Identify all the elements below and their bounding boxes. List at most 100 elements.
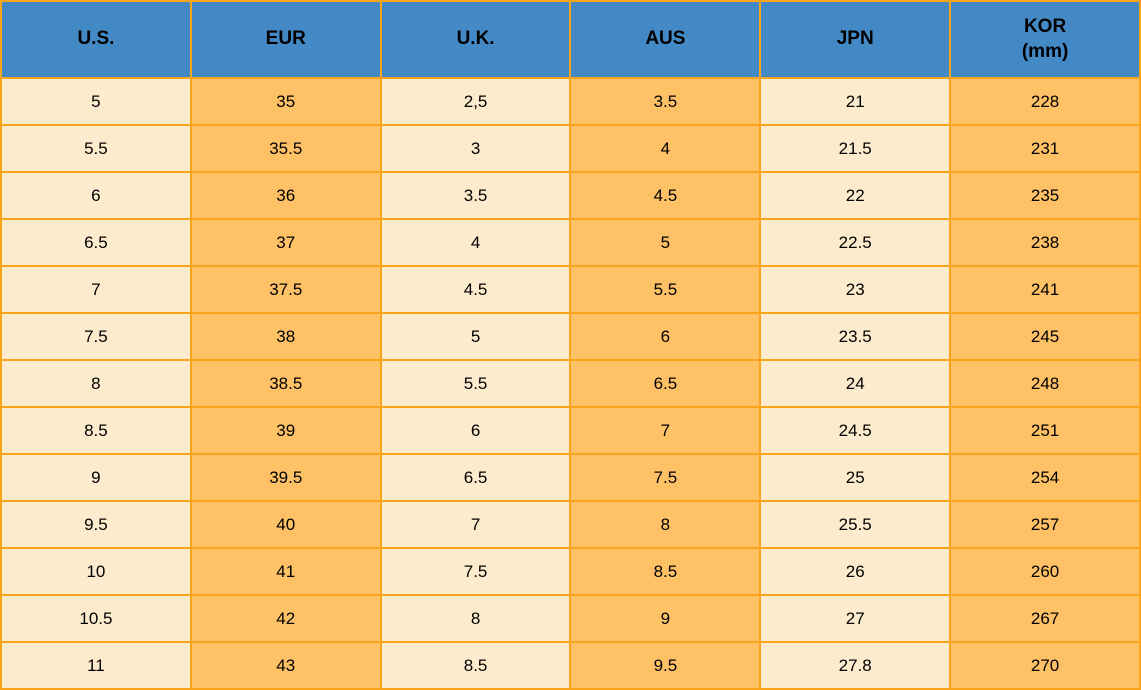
cell-jpn: 21.5 xyxy=(759,124,952,173)
cell-uk: 6 xyxy=(379,406,572,455)
cell-uk: 5.5 xyxy=(379,359,572,408)
cell-uk: 6.5 xyxy=(379,453,572,502)
cell-us: 8 xyxy=(0,359,192,408)
cell-uk: 8 xyxy=(379,594,572,643)
cell-uk: 3 xyxy=(379,124,572,173)
cell-jpn: 24 xyxy=(759,359,952,408)
cell-aus: 7 xyxy=(569,406,762,455)
cell-kor: 241 xyxy=(949,265,1141,314)
column-header-aus: AUS xyxy=(569,0,762,79)
cell-jpn: 22 xyxy=(759,171,952,220)
cell-us: 11 xyxy=(0,641,192,690)
cell-aus: 9.5 xyxy=(569,641,762,690)
cell-jpn: 25 xyxy=(759,453,952,502)
table-row: 8 38.5 5.5 6.5 24 248 xyxy=(0,359,1141,408)
header-row: U.S. EUR U.K. AUS JPN KOR (mm) xyxy=(0,0,1141,79)
cell-eur: 40 xyxy=(189,500,382,549)
table-row: 7.5 38 5 6 23.5 245 xyxy=(0,312,1141,361)
cell-us: 6 xyxy=(0,171,192,220)
column-header-label: AUS xyxy=(645,28,686,50)
cell-kor: 270 xyxy=(949,641,1141,690)
cell-eur: 35 xyxy=(189,77,382,126)
cell-eur: 35.5 xyxy=(189,124,382,173)
cell-uk: 3.5 xyxy=(379,171,572,220)
cell-us: 9 xyxy=(0,453,192,502)
cell-jpn: 27 xyxy=(759,594,952,643)
cell-kor: 235 xyxy=(949,171,1141,220)
cell-jpn: 23.5 xyxy=(759,312,952,361)
table-row: 6.5 37 4 5 22.5 238 xyxy=(0,218,1141,267)
table-row: 10.5 42 8 9 27 267 xyxy=(0,594,1141,643)
column-header-label: U.K. xyxy=(456,28,495,50)
table-body: 5 35 2,5 3.5 21 228 5.5 35.5 3 4 21.5 23… xyxy=(0,77,1141,690)
cell-aus: 4.5 xyxy=(569,171,762,220)
cell-jpn: 23 xyxy=(759,265,952,314)
cell-us: 10.5 xyxy=(0,594,192,643)
cell-aus: 4 xyxy=(569,124,762,173)
cell-us: 5 xyxy=(0,77,192,126)
cell-eur: 43 xyxy=(189,641,382,690)
column-header-label: JPN xyxy=(836,28,874,50)
cell-aus: 3.5 xyxy=(569,77,762,126)
cell-eur: 38.5 xyxy=(189,359,382,408)
cell-uk: 5 xyxy=(379,312,572,361)
table-row: 9.5 40 7 8 25.5 257 xyxy=(0,500,1141,549)
cell-kor: 248 xyxy=(949,359,1141,408)
cell-kor: 245 xyxy=(949,312,1141,361)
cell-kor: 267 xyxy=(949,594,1141,643)
cell-eur: 39 xyxy=(189,406,382,455)
cell-aus: 5 xyxy=(569,218,762,267)
cell-jpn: 24.5 xyxy=(759,406,952,455)
column-header-label: U.S. xyxy=(77,28,115,50)
cell-kor: 260 xyxy=(949,547,1141,596)
table-row: 10 41 7.5 8.5 26 260 xyxy=(0,547,1141,596)
column-header-sublabel: (mm) xyxy=(1021,40,1069,62)
table-row: 7 37.5 4.5 5.5 23 241 xyxy=(0,265,1141,314)
cell-aus: 9 xyxy=(569,594,762,643)
cell-aus: 7.5 xyxy=(569,453,762,502)
cell-aus: 6.5 xyxy=(569,359,762,408)
column-header-label: EUR xyxy=(265,28,306,50)
cell-kor: 257 xyxy=(949,500,1141,549)
cell-uk: 7 xyxy=(379,500,572,549)
cell-us: 7 xyxy=(0,265,192,314)
table-row: 5 35 2,5 3.5 21 228 xyxy=(0,77,1141,126)
cell-us: 5.5 xyxy=(0,124,192,173)
column-header-label: KOR xyxy=(1023,15,1067,37)
cell-aus: 5.5 xyxy=(569,265,762,314)
cell-aus: 8 xyxy=(569,500,762,549)
cell-uk: 4.5 xyxy=(379,265,572,314)
column-header-us: U.S. xyxy=(0,0,192,79)
table-row: 8.5 39 6 7 24.5 251 xyxy=(0,406,1141,455)
cell-kor: 231 xyxy=(949,124,1141,173)
column-header-kor: KOR (mm) xyxy=(949,0,1141,79)
cell-us: 6.5 xyxy=(0,218,192,267)
cell-jpn: 25.5 xyxy=(759,500,952,549)
cell-us: 10 xyxy=(0,547,192,596)
cell-kor: 228 xyxy=(949,77,1141,126)
table-header: U.S. EUR U.K. AUS JPN KOR (mm) xyxy=(0,0,1141,79)
cell-uk: 7.5 xyxy=(379,547,572,596)
cell-aus: 6 xyxy=(569,312,762,361)
table-row: 6 36 3.5 4.5 22 235 xyxy=(0,171,1141,220)
cell-eur: 37.5 xyxy=(189,265,382,314)
cell-uk: 2,5 xyxy=(379,77,572,126)
cell-kor: 251 xyxy=(949,406,1141,455)
column-header-uk: U.K. xyxy=(379,0,572,79)
cell-us: 8.5 xyxy=(0,406,192,455)
cell-kor: 254 xyxy=(949,453,1141,502)
cell-eur: 37 xyxy=(189,218,382,267)
cell-us: 9.5 xyxy=(0,500,192,549)
cell-uk: 8.5 xyxy=(379,641,572,690)
cell-jpn: 27.8 xyxy=(759,641,952,690)
cell-eur: 41 xyxy=(189,547,382,596)
cell-eur: 42 xyxy=(189,594,382,643)
cell-eur: 36 xyxy=(189,171,382,220)
cell-eur: 39.5 xyxy=(189,453,382,502)
column-header-jpn: JPN xyxy=(759,0,952,79)
table-row: 5.5 35.5 3 4 21.5 231 xyxy=(0,124,1141,173)
cell-eur: 38 xyxy=(189,312,382,361)
cell-uk: 4 xyxy=(379,218,572,267)
table-row: 11 43 8.5 9.5 27.8 270 xyxy=(0,641,1141,690)
